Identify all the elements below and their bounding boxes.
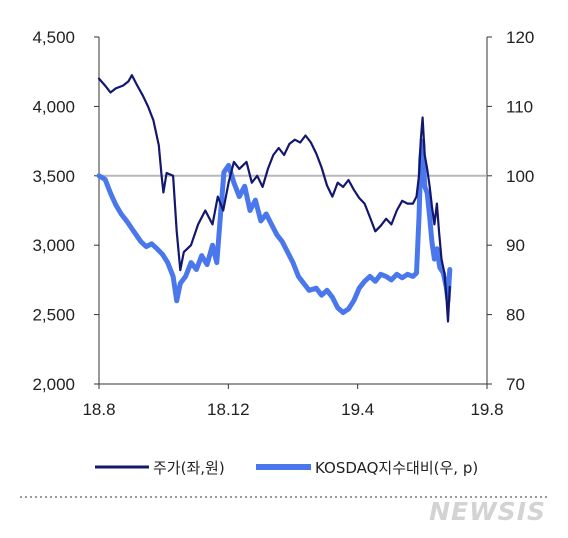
- x-tick-label: 18.12: [207, 400, 250, 419]
- left-tick-label: 4,500: [32, 28, 75, 47]
- right-tick-label: 70: [506, 375, 525, 394]
- x-axis: 18.8 18.12 19.4 19.8: [82, 383, 504, 419]
- left-tick-label: 4,000: [32, 97, 75, 116]
- left-tick-label: 2,000: [32, 375, 75, 394]
- right-y-axis: 70 80 90 100 110 120: [486, 28, 534, 394]
- right-tick-label: 80: [506, 306, 525, 325]
- x-tick-label: 19.4: [341, 400, 374, 419]
- x-tick-label: 19.8: [470, 400, 503, 419]
- newsis-watermark: NEWSIS: [429, 497, 546, 526]
- series-line-stock-price: [97, 74, 451, 323]
- legend-label-stock-price: 주가(좌,원): [153, 459, 225, 477]
- left-tick-label: 3,000: [32, 236, 75, 255]
- right-tick-label: 90: [506, 236, 525, 255]
- series-layer: [96, 74, 453, 323]
- right-tick-label: 120: [506, 28, 534, 47]
- series-line-kosdaq-relative: [96, 138, 453, 315]
- left-tick-label: 3,500: [32, 167, 75, 186]
- right-tick-label: 100: [506, 167, 534, 186]
- right-tick-label: 110: [506, 97, 533, 116]
- legend-label-kosdaq-relative: KOSDAQ지수대비(우, p): [315, 459, 478, 477]
- x-tick-label: 18.8: [82, 400, 115, 419]
- left-y-axis: 2,000 2,500 3,000 3,500 4,000 4,500: [32, 28, 100, 394]
- left-tick-label: 2,500: [32, 306, 75, 325]
- legend: 주가(좌,원) KOSDAQ지수대비(우, p): [95, 459, 478, 477]
